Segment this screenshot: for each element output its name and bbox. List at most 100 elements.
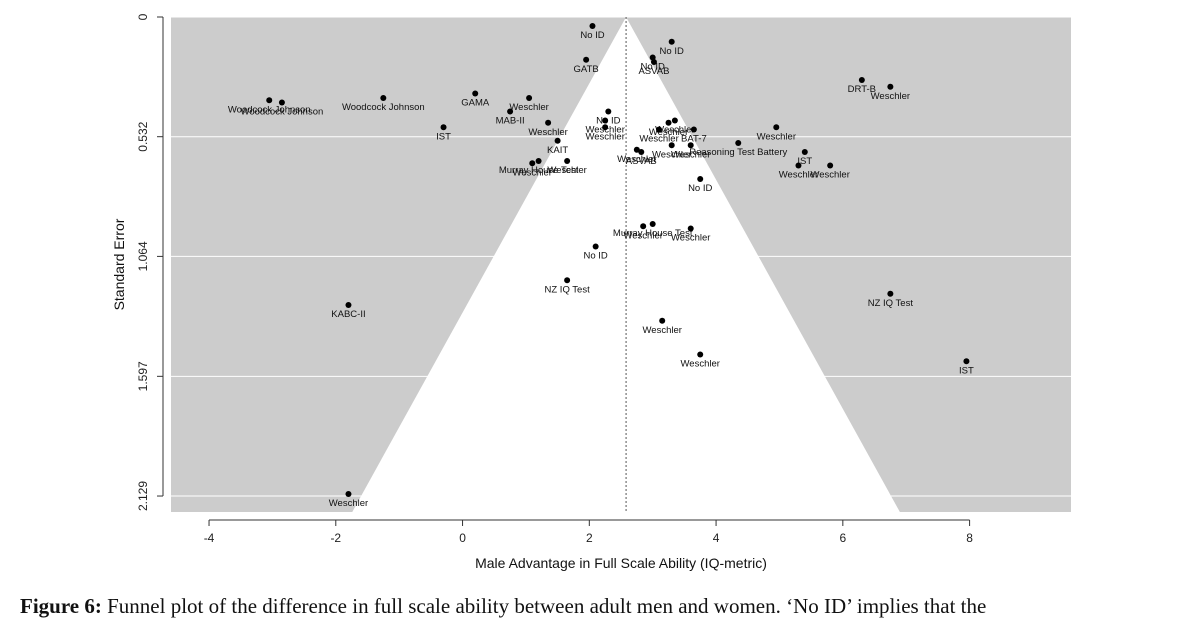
y-axis: 0 0.532 1.064 1.597 2.129 [136,13,164,511]
point-label: BAT-7 [681,134,707,145]
x-tick-label: 2 [586,531,593,545]
point-label: Weschler [671,233,710,244]
data-point [633,146,640,153]
point-label: Weschler [329,498,368,509]
x-tick-label: 8 [966,531,973,545]
point-label: NZ IQ Test [545,284,591,295]
point-label: KAIT [547,145,568,156]
data-point [735,140,742,146]
data-point [659,317,666,324]
point-label: Weschler [513,167,552,178]
point-label: KABC-II [331,309,365,320]
x-axis-title: Male Advantage in Full Scale Ability (IQ… [475,555,767,571]
figure-label: Figure 6: [20,594,102,618]
data-point [671,117,678,124]
point-label: DRT-B [848,84,876,95]
data-point [650,59,657,65]
data-point [795,162,802,169]
data-point [266,97,273,104]
data-point [605,108,612,115]
point-label: NZ IQ Test [868,298,914,309]
data-point [345,302,352,308]
data-point [529,160,536,167]
point-label: Weschler [671,149,710,160]
y-tick-label: 0.532 [136,121,150,151]
point-label: Weschler [652,149,691,160]
data-point [345,491,352,497]
point-label: IST [959,365,974,376]
data-point [858,77,865,83]
data-point [602,117,609,124]
data-point [545,119,552,126]
point-label: No ID [583,251,607,262]
point-label: Weschler [649,127,688,138]
point-label: IST [436,131,451,142]
data-point [963,358,970,365]
data-point [697,176,704,182]
data-point [278,99,285,106]
point-label: GATB [574,64,599,75]
point-label: Weschler [528,127,567,138]
point-label: Weschler [655,125,694,136]
point-label: MAB-II [496,116,525,127]
point-label: Murray House Test [613,228,693,239]
data-point [668,38,675,45]
caption-text: Funnel plot of the difference in full sc… [107,594,987,618]
point-label: Murray House Test [499,165,579,176]
data-point [687,225,694,232]
point-label: ASVAB [638,66,669,77]
data-point [656,126,663,133]
data-point [602,124,609,131]
data-point [773,124,780,131]
funnel-triangle [352,17,900,512]
point-label: Weschler [623,230,662,241]
point-label: Weschler [639,134,678,145]
data-point [526,95,533,101]
data-point [649,54,656,61]
point-label: Weschler [810,170,849,181]
data-point [380,95,387,101]
point-label: Weschler [617,154,656,165]
data-point [887,290,894,297]
data-point [535,158,542,164]
data-point [583,56,590,63]
data-point [697,351,704,358]
data-point [592,243,599,250]
point-label: Woodcock Johnson [241,107,324,118]
y-tick-label: 1.064 [136,241,150,271]
point-label: No ID [641,62,665,73]
point-label: Weschler [757,131,796,142]
data-point [827,162,834,169]
point-label: IST [797,156,812,167]
data-point [564,277,571,284]
point-label: No ID [580,30,604,41]
data-point [564,158,571,164]
x-tick-label: -4 [204,531,215,545]
point-label: Weschler [509,102,548,113]
data-point [887,83,894,90]
y-tick-label: 0 [136,13,150,20]
point-label: Weschler [681,359,720,370]
data-point [472,90,479,97]
data-point [668,142,675,149]
x-tick-label: 6 [839,531,846,545]
point-label: ASVAB [626,156,657,167]
point-label: Weschler [642,325,681,336]
x-tick-label: 4 [713,531,720,545]
point-label: No ID [660,46,684,57]
point-label: Woodcock Johnson [342,102,425,113]
data-point [640,223,647,230]
y-axis-title: Standard Error [111,218,127,310]
point-label: Weschler [779,170,818,181]
point-label: No ID [688,183,712,194]
x-tick-label: 0 [459,531,466,545]
point-label: Reasoning Test Battery [689,147,787,158]
y-tick-label: 1.597 [136,361,150,391]
data-point [507,108,514,115]
data-point [801,149,808,155]
x-tick-label: -2 [330,531,341,545]
data-point [665,119,672,126]
data-point [638,149,645,155]
